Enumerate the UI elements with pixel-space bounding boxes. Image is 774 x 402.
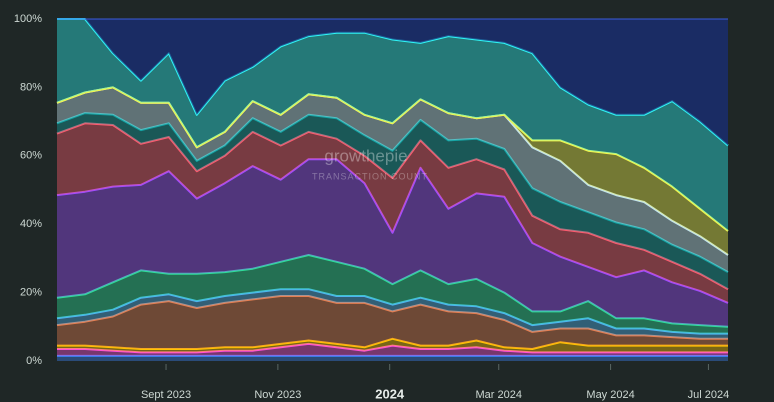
area (57, 19, 728, 146)
x-tick-label: 2024 (375, 386, 405, 401)
x-tick-label: Jul 2024 (688, 389, 730, 401)
y-tick-label: 80% (20, 81, 42, 93)
x-tick-label: Nov 2023 (254, 389, 301, 401)
y-tick-label: 100% (14, 13, 42, 25)
area (57, 87, 728, 256)
area (57, 113, 728, 290)
area-line (56, 86, 729, 232)
area-line (56, 254, 729, 328)
area (57, 123, 728, 303)
x-tick-label: May 2024 (586, 389, 634, 401)
watermark-brand: growthepie (324, 146, 407, 165)
y-tick-label: 40% (20, 218, 42, 230)
y-tick-label: 60% (20, 150, 42, 162)
area-line (57, 337, 728, 350)
area-line (56, 122, 729, 291)
area-line (56, 288, 728, 335)
area (57, 355, 728, 361)
y-tick-label: 0% (26, 355, 42, 367)
x-tick-label: Mar 2024 (475, 389, 521, 401)
area (57, 338, 728, 353)
area (57, 255, 728, 334)
area (57, 19, 728, 231)
area-line (56, 295, 728, 340)
area (57, 296, 728, 349)
y-tick-label: 20% (20, 287, 42, 299)
area-line (57, 342, 728, 354)
area (57, 289, 728, 339)
x-tick-label: Sept 2023 (141, 389, 191, 401)
area-line (56, 158, 729, 304)
plot (56, 18, 729, 361)
watermark-subtitle: TRANSACTION COUNT (312, 171, 428, 181)
area (57, 87, 728, 273)
area (57, 159, 728, 327)
area-line (56, 112, 729, 273)
